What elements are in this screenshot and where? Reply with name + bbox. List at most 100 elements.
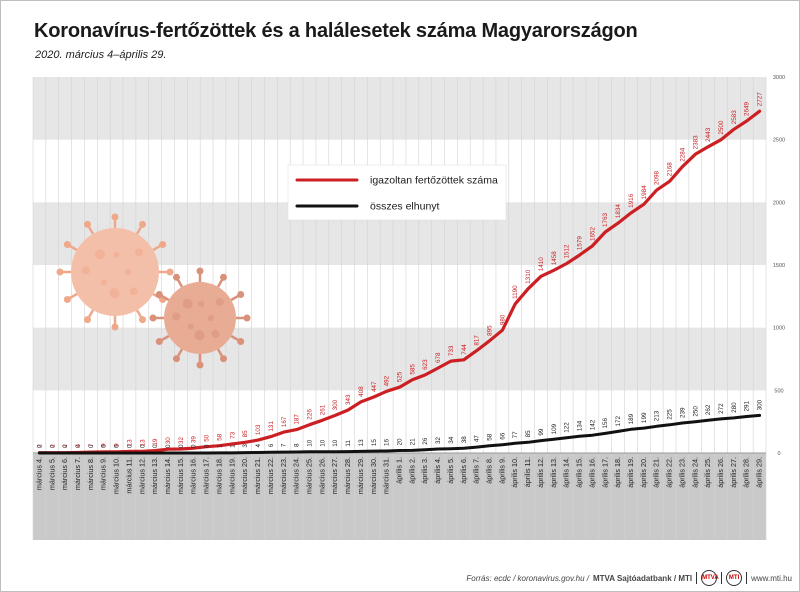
infected-data-label: 1190 [512, 285, 519, 299]
deaths-data-label: 13 [358, 439, 365, 447]
x-tick-label: március 13. [150, 457, 159, 494]
x-tick-label: április 1. [395, 457, 404, 484]
deaths-data-label: 3 [242, 444, 249, 448]
x-tick-label: március 21. [253, 457, 262, 494]
x-axis-band [33, 453, 766, 540]
x-tick-label: április 21. [652, 457, 661, 488]
x-tick-label: április 12. [536, 457, 545, 488]
legend-label-infected: igazoltan fertőzöttek száma [370, 175, 498, 187]
infected-data-label: 744 [461, 344, 468, 355]
x-tick-label: március 24. [292, 457, 301, 494]
infected-data-label: 2443 [705, 127, 712, 142]
infected-data-label: 1579 [577, 236, 584, 251]
infected-data-label: 1763 [602, 213, 609, 228]
x-tick-label: március 8. [86, 457, 95, 490]
y-tick-label: 2000 [773, 200, 785, 206]
infected-data-label: 32 [178, 436, 185, 444]
deaths-data-label: 109 [551, 423, 558, 434]
footer-divider [696, 572, 698, 584]
x-tick-label: március 7. [73, 457, 82, 490]
infected-data-label: 2098 [654, 171, 661, 186]
x-tick-label: március 28. [343, 457, 352, 494]
deaths-data-label: 213 [654, 410, 661, 421]
infected-data-label: 2 [49, 444, 56, 448]
x-tick-label: március 16. [189, 457, 198, 494]
y-tick-label: 1000 [773, 326, 785, 332]
deaths-data-label: 7 [281, 443, 288, 447]
deaths-data-label: 10 [332, 439, 339, 447]
x-tick-label: április 9. [497, 457, 506, 484]
infected-data-label: 585 [409, 364, 416, 375]
deaths-data-label: 0 [139, 444, 146, 448]
deaths-data-label: 21 [409, 438, 416, 446]
deaths-data-label: 1 [216, 444, 223, 448]
y-tick-label: 1500 [773, 263, 785, 269]
infected-data-label: 73 [229, 431, 236, 439]
x-tick-label: március 11. [124, 457, 133, 494]
deaths-data-label: 85 [525, 430, 532, 438]
deaths-data-label: 10 [306, 439, 313, 447]
deaths-data-label: 291 [744, 401, 751, 412]
y-tick-label: 500 [774, 388, 783, 394]
x-tick-label: április 24. [690, 457, 699, 488]
deaths-data-label: 172 [615, 415, 622, 426]
x-tick-label: március 15. [176, 457, 185, 494]
x-tick-label: március 12. [137, 457, 146, 494]
deaths-data-label: 99 [538, 428, 545, 436]
x-tick-label: április 6. [459, 457, 468, 484]
infected-data-label: 678 [435, 352, 442, 363]
x-tick-label: április 26. [716, 457, 725, 488]
agency-text: MTVA Sajtóadatbank / MTI [592, 573, 693, 583]
x-tick-label: április 14. [562, 457, 571, 488]
infected-data-label: 131 [268, 421, 275, 432]
x-tick-label: április 25. [703, 457, 712, 488]
deaths-data-label: 47 [474, 435, 481, 443]
deaths-data-label: 16 [384, 438, 391, 446]
mti-logo-icon: MTI [726, 570, 743, 586]
infected-data-label: 408 [358, 386, 365, 397]
infected-data-label: 2383 [692, 135, 699, 150]
deaths-series-line [37, 413, 762, 455]
x-tick-label: március 30. [369, 457, 378, 494]
deaths-data-label: 34 [448, 436, 455, 444]
deaths-data-label: 0 [88, 444, 95, 448]
deaths-data-label: 225 [667, 409, 674, 420]
infected-data-label: 9 [114, 443, 121, 447]
infected-data-label: 980 [499, 314, 506, 325]
x-tick-label: március 27. [330, 457, 339, 494]
x-tick-label: április 19. [626, 457, 635, 488]
infected-data-label: 187 [294, 414, 301, 425]
x-tick-label: március 26. [317, 457, 326, 494]
deaths-data-label: 0 [191, 444, 198, 448]
deaths-data-label: 250 [692, 406, 699, 417]
x-tick-label: március 31. [382, 457, 391, 494]
deaths-data-label: 0 [101, 444, 108, 448]
x-tick-label: március 17. [202, 457, 211, 494]
infected-data-label: 4 [75, 443, 82, 447]
x-tick-label: április 27. [729, 457, 738, 488]
deaths-data-label: 15 [371, 439, 378, 447]
deaths-data-label: 199 [641, 412, 648, 423]
infected-data-label: 2 [62, 444, 69, 448]
deaths-data-label: 134 [577, 420, 584, 431]
x-tick-label: április 28. [742, 457, 751, 488]
deaths-data-label: 0 [62, 444, 69, 448]
infected-data-label: 2500 [718, 120, 725, 135]
infected-data-label: 733 [448, 345, 455, 356]
infected-data-label: 817 [474, 335, 481, 346]
x-tick-label: április 16. [587, 457, 596, 488]
infected-data-label: 525 [397, 371, 404, 382]
infected-data-label: 447 [371, 381, 378, 392]
infected-data-label: 1984 [641, 185, 648, 200]
infected-series-line [37, 109, 762, 455]
y-band [33, 327, 766, 391]
x-tick-label: április 4. [433, 457, 442, 484]
virus-illustration-icon [56, 213, 174, 331]
x-tick-label: március 18. [214, 457, 223, 494]
x-tick-label: április 11. [523, 457, 532, 487]
deaths-data-label: 6 [268, 443, 275, 447]
x-tick-label: március 19. [227, 457, 236, 494]
deaths-data-label: 58 [487, 433, 494, 441]
infected-data-label: 300 [332, 399, 339, 410]
x-tick-label: március 9. [99, 457, 108, 490]
